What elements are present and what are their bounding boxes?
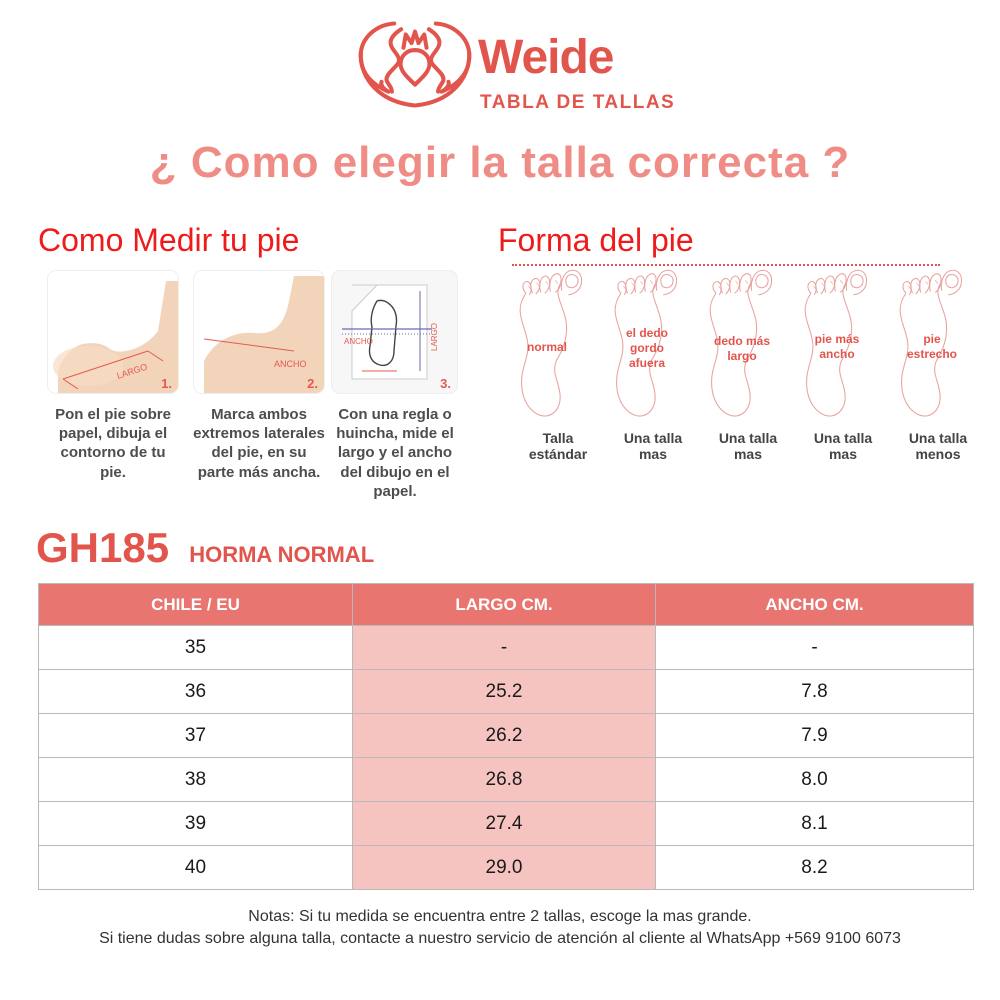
svg-text:ANCHO: ANCHO [274, 359, 307, 369]
svg-text:LARGO: LARGO [430, 323, 439, 351]
svg-text:ANCHO: ANCHO [344, 337, 373, 346]
